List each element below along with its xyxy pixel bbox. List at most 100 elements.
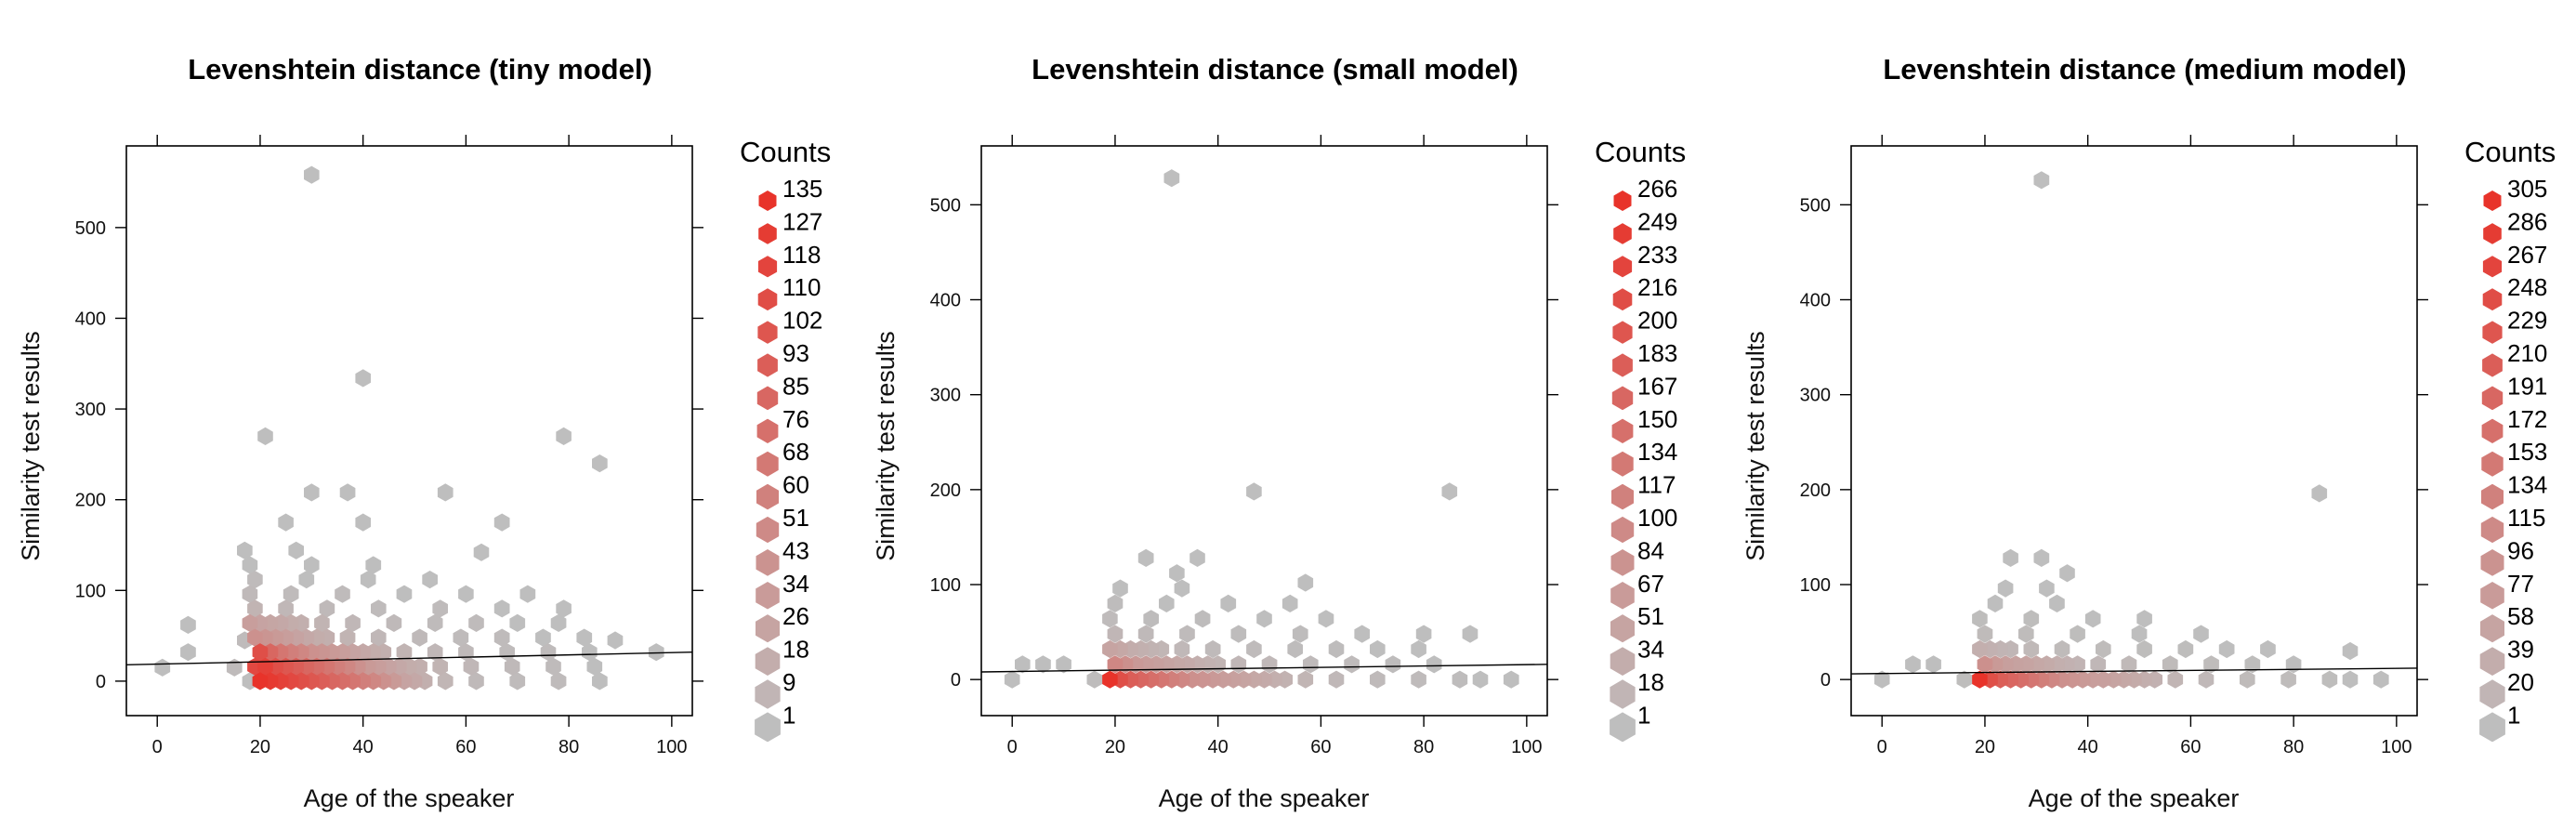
hexbin-cell xyxy=(1905,655,1921,674)
hexbin-cell xyxy=(2177,639,2194,659)
x-axis-label: Age of the speaker xyxy=(304,784,515,812)
hexbin-cell xyxy=(422,571,438,589)
y-tick-label: 100 xyxy=(75,581,106,601)
hexbin-cell xyxy=(427,613,443,632)
legend-hexagon xyxy=(2483,191,2502,211)
x-axis-label: Age of the speaker xyxy=(1159,784,1370,812)
hexbin-cell xyxy=(1107,625,1124,643)
hexbin-cell xyxy=(371,628,387,647)
hexbin-cell xyxy=(493,513,510,532)
legend-hexagon xyxy=(1611,418,1634,443)
hexbin-cell xyxy=(180,615,196,634)
legend-hexagon xyxy=(2480,516,2504,544)
legend-hexagon xyxy=(755,712,781,743)
hexbin-cell xyxy=(1163,169,1180,188)
legend-label: 118 xyxy=(782,241,821,269)
legend-hexagon xyxy=(1610,647,1636,676)
hexbin-cell xyxy=(1015,655,1031,674)
hexbin-cell xyxy=(1370,670,1386,689)
hexbin-cell xyxy=(648,643,664,662)
hexbin-cell xyxy=(355,369,371,388)
legend-label: 266 xyxy=(1637,175,1677,203)
hexbin-cell xyxy=(2017,625,2034,643)
legend-hexagon xyxy=(1610,712,1636,743)
hexbin-cell xyxy=(2311,484,2328,503)
hexbin-cell xyxy=(2342,641,2359,661)
hexbin-cell xyxy=(2280,670,2296,689)
hexbin-cell xyxy=(2054,639,2070,659)
legend-hexagon xyxy=(2481,483,2504,510)
hexbin-cell xyxy=(386,613,402,632)
legend-label: 39 xyxy=(2507,636,2534,664)
hexbin-cell xyxy=(335,585,350,603)
panel-medium-model: Levenshtein distance (medium model) Age … xyxy=(1741,53,2556,812)
legend-hexagon xyxy=(2480,614,2504,643)
y-axis-label: Similarity test results xyxy=(1741,331,1769,561)
legend-hexagon xyxy=(2479,647,2505,676)
y-tick-label: 500 xyxy=(1800,195,1831,216)
panel-tiny-model: Levenshtein distance (tiny model) Age of… xyxy=(17,53,831,812)
x-tick-label: 80 xyxy=(2283,737,2304,757)
legend-label: 26 xyxy=(782,602,809,630)
hexbin-cell xyxy=(2059,564,2075,583)
hexbin-cell xyxy=(242,556,258,574)
legend-label: 150 xyxy=(1637,405,1677,433)
legend-hexagon xyxy=(1610,549,1635,576)
hexbin-cell xyxy=(2084,610,2101,628)
hexbin-cell xyxy=(339,483,356,502)
hexbin-cell xyxy=(1174,639,1190,659)
hexbin-cell xyxy=(432,657,448,676)
hexbin-cell xyxy=(1137,625,1154,643)
hexbin-cell xyxy=(360,571,376,589)
legend-hexagon xyxy=(1610,679,1636,709)
legend-hexagon xyxy=(757,256,778,278)
legend-label: 60 xyxy=(782,471,809,499)
hexbin-cell xyxy=(371,599,387,618)
hexbin-cell xyxy=(1204,639,1221,659)
legend-title: Counts xyxy=(1595,136,1686,168)
hexbin-cell xyxy=(1415,625,1432,643)
hexbin-cell xyxy=(582,643,598,662)
hexbin-cell xyxy=(1102,639,1118,659)
hexbin-cell xyxy=(1230,625,1247,643)
hexbin-cell xyxy=(1189,548,1205,567)
legend-label: 18 xyxy=(1637,668,1664,696)
hexbin-cell xyxy=(304,165,320,184)
legend-label: 286 xyxy=(2507,207,2547,235)
hexbin-cell xyxy=(1303,655,1319,674)
legend-hexagon xyxy=(1612,321,1633,344)
hexbin-cell xyxy=(1230,655,1247,674)
hexbin-cell xyxy=(1873,670,1890,689)
hexbin-cell xyxy=(2033,548,2050,567)
hexbin-cell xyxy=(2162,655,2178,674)
legend-label: 51 xyxy=(782,504,809,532)
hexbin-cell xyxy=(1385,655,1401,674)
hexbin-cell xyxy=(550,672,567,691)
y-tick-label: 300 xyxy=(930,386,961,406)
hexbin-cell xyxy=(504,657,520,676)
legend-label: 110 xyxy=(782,273,821,301)
legend-hexagon xyxy=(758,191,777,211)
legend-label: 1 xyxy=(782,701,795,729)
legend-hexagon xyxy=(2482,321,2503,344)
hexbin-cell xyxy=(242,613,258,632)
legend-label: 58 xyxy=(2507,602,2534,630)
hexbin-cell xyxy=(1261,655,1278,674)
hexbin-cell xyxy=(339,628,356,647)
y-axis-label: Similarity test results xyxy=(17,331,45,561)
hexbin-cell xyxy=(1194,610,1211,628)
hexbin-cell xyxy=(509,613,526,632)
legend-hexagon xyxy=(756,483,779,510)
legend-hexagon xyxy=(758,223,777,244)
hexbin-cell xyxy=(1344,655,1360,674)
hexbin-cell xyxy=(226,658,243,677)
x-tick-label: 20 xyxy=(1105,737,1125,757)
legend-hexagon xyxy=(2483,223,2502,244)
hexbin-cell xyxy=(1107,594,1124,612)
legend-title: Counts xyxy=(740,136,831,168)
hexbin-cell xyxy=(432,599,448,618)
hexbin-cell xyxy=(458,585,474,603)
hexbin-cell xyxy=(1143,610,1159,628)
hexbin-cell xyxy=(298,571,315,589)
hexbin-cell xyxy=(247,599,263,618)
